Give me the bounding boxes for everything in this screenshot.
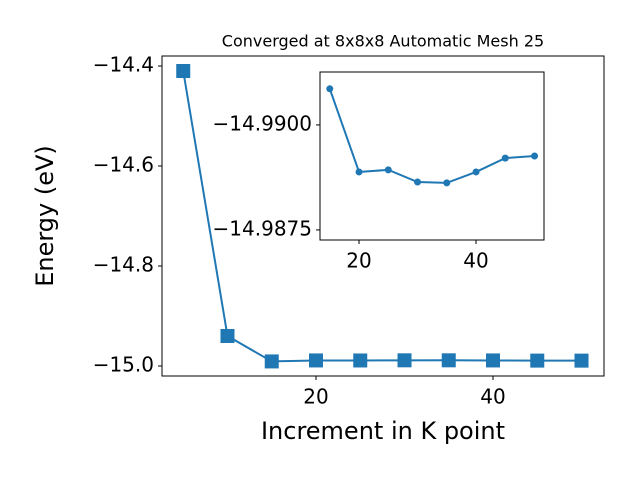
y-axis-label: Energy (eV) [31,145,59,287]
marker [531,152,539,160]
series-line [328,88,535,184]
marker [530,353,545,368]
marker [414,178,422,186]
x-tick-label: 20 [303,385,328,409]
marker [176,64,191,78]
marker [220,329,235,343]
chart-title: Converged at 8x8x8 Automatic Mesh 25 [222,32,544,51]
marker [472,168,480,176]
y-tick-label: −14.9875 [213,216,312,240]
marker [309,353,324,368]
marker [397,353,412,368]
x-tick-label: 20 [346,249,371,273]
x-axis-label: Increment in K point [261,417,505,445]
marker [486,353,501,368]
marker [574,353,589,368]
marker [501,154,509,162]
series-line [182,70,582,363]
y-tick-label: −14.6 [93,153,154,177]
marker [264,354,279,369]
marker [355,168,363,176]
marker [326,85,334,93]
marker [384,166,392,174]
x-tick-label: 40 [480,385,505,409]
y-tick-label: −15.0 [93,353,154,377]
x-tick-label: 40 [463,249,488,273]
y-tick-label: −14.9900 [213,111,312,135]
marker [353,353,368,368]
marker [443,179,451,187]
marker [441,353,456,368]
y-tick-label: −14.4 [93,53,154,77]
y-tick-label: −14.8 [93,253,154,277]
